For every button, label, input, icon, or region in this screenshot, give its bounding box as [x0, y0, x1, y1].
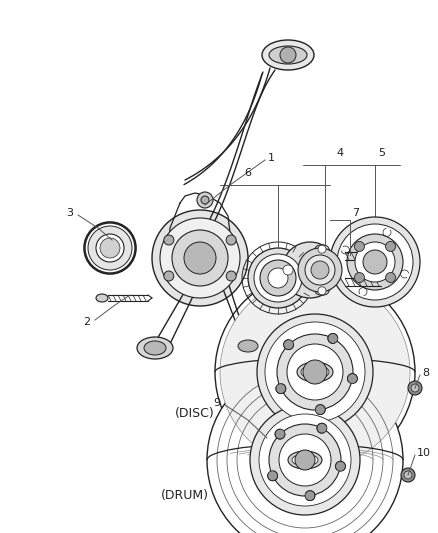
Text: 3: 3	[66, 208, 73, 218]
Circle shape	[276, 384, 286, 394]
Circle shape	[330, 217, 420, 307]
Ellipse shape	[144, 341, 166, 355]
Circle shape	[305, 255, 335, 285]
Circle shape	[250, 405, 360, 515]
Circle shape	[317, 423, 327, 433]
Text: 1: 1	[268, 153, 275, 163]
Circle shape	[172, 230, 228, 286]
Circle shape	[318, 245, 326, 253]
Circle shape	[328, 334, 338, 343]
Circle shape	[277, 334, 353, 410]
Ellipse shape	[297, 362, 333, 382]
Circle shape	[279, 434, 331, 486]
Text: 9: 9	[213, 398, 220, 408]
Circle shape	[401, 468, 415, 482]
Circle shape	[100, 238, 120, 258]
Circle shape	[269, 424, 341, 496]
Circle shape	[336, 461, 346, 471]
Ellipse shape	[292, 454, 318, 466]
Circle shape	[303, 360, 327, 384]
Circle shape	[220, 277, 410, 467]
Circle shape	[404, 471, 412, 479]
Text: (DISC): (DISC)	[175, 407, 215, 419]
Circle shape	[259, 414, 351, 506]
Circle shape	[226, 235, 236, 245]
Circle shape	[311, 261, 329, 279]
Circle shape	[315, 405, 325, 415]
Ellipse shape	[315, 286, 329, 295]
Circle shape	[347, 234, 403, 290]
Circle shape	[280, 47, 296, 63]
Circle shape	[257, 314, 373, 430]
Circle shape	[96, 234, 124, 262]
Text: 8: 8	[422, 368, 429, 378]
Ellipse shape	[262, 40, 314, 70]
Circle shape	[385, 241, 396, 252]
Circle shape	[411, 384, 419, 392]
Circle shape	[363, 250, 387, 274]
Circle shape	[207, 362, 403, 533]
Ellipse shape	[315, 245, 329, 254]
Circle shape	[152, 210, 248, 306]
Circle shape	[354, 272, 364, 282]
Text: 10: 10	[417, 448, 431, 458]
Circle shape	[88, 226, 132, 270]
Circle shape	[295, 450, 315, 470]
Circle shape	[215, 272, 415, 472]
Circle shape	[160, 218, 240, 298]
Circle shape	[275, 429, 285, 439]
Circle shape	[260, 260, 296, 296]
Circle shape	[164, 271, 174, 281]
Circle shape	[385, 272, 396, 282]
Text: 6: 6	[244, 168, 251, 178]
Circle shape	[287, 344, 343, 400]
Text: 4: 4	[336, 148, 343, 158]
Circle shape	[226, 271, 236, 281]
Circle shape	[197, 192, 213, 208]
Ellipse shape	[96, 294, 108, 302]
Text: 2: 2	[83, 317, 90, 327]
Ellipse shape	[288, 451, 322, 469]
Text: (DRUM): (DRUM)	[161, 489, 209, 502]
Circle shape	[268, 268, 288, 288]
Circle shape	[248, 248, 308, 308]
Circle shape	[268, 471, 278, 481]
Circle shape	[283, 265, 293, 275]
Ellipse shape	[137, 337, 173, 359]
Circle shape	[282, 242, 338, 298]
Circle shape	[265, 322, 365, 422]
Circle shape	[337, 224, 413, 300]
Ellipse shape	[238, 340, 258, 352]
Circle shape	[408, 381, 422, 395]
Ellipse shape	[269, 46, 307, 64]
Ellipse shape	[231, 336, 265, 356]
Circle shape	[347, 374, 357, 384]
Circle shape	[283, 340, 293, 350]
Circle shape	[164, 235, 174, 245]
Ellipse shape	[301, 365, 329, 379]
Circle shape	[298, 248, 342, 292]
Circle shape	[184, 242, 216, 274]
Text: 7: 7	[352, 208, 359, 218]
Text: 5: 5	[378, 148, 385, 158]
Circle shape	[201, 196, 209, 204]
Circle shape	[318, 287, 326, 295]
Circle shape	[305, 491, 315, 500]
Circle shape	[354, 241, 364, 252]
Circle shape	[355, 242, 395, 282]
Circle shape	[254, 254, 302, 302]
